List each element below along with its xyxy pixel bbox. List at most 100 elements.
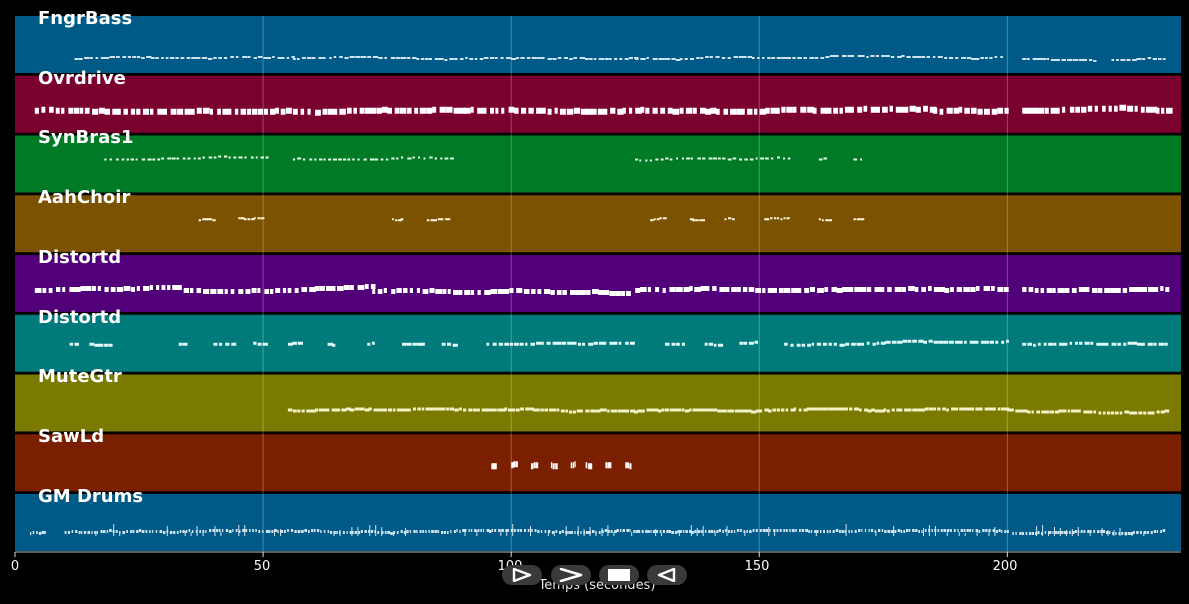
midi-note bbox=[498, 529, 500, 532]
midi-note bbox=[764, 408, 770, 412]
midi-note bbox=[979, 407, 983, 411]
midi-note bbox=[131, 287, 135, 292]
midi-note bbox=[696, 57, 700, 59]
midi-note bbox=[695, 219, 699, 222]
drum-hit bbox=[357, 527, 359, 536]
midi-note bbox=[421, 407, 425, 411]
midi-note bbox=[42, 288, 47, 293]
stop-button[interactable] bbox=[599, 565, 639, 585]
fast-forward-button[interactable] bbox=[551, 565, 591, 585]
play-button[interactable] bbox=[502, 565, 542, 585]
midi-note bbox=[807, 343, 811, 347]
midi-note bbox=[853, 407, 859, 411]
midi-note bbox=[947, 529, 950, 532]
midi-note bbox=[832, 530, 835, 533]
midi-note bbox=[104, 343, 108, 347]
midi-note bbox=[346, 407, 352, 411]
midi-note bbox=[139, 529, 142, 532]
midi-note bbox=[301, 530, 304, 533]
midi-note bbox=[872, 342, 876, 346]
drum-hit bbox=[274, 529, 275, 536]
midi-note bbox=[141, 57, 145, 59]
midi-note bbox=[810, 530, 813, 533]
midi-note bbox=[329, 57, 332, 59]
midi-note bbox=[1084, 287, 1090, 292]
midi-note bbox=[736, 529, 739, 532]
midi-note bbox=[199, 530, 201, 533]
midi-note bbox=[805, 529, 808, 532]
track-label: SawLd bbox=[38, 426, 105, 447]
rewind-button[interactable] bbox=[647, 565, 687, 585]
drum-hit bbox=[601, 528, 603, 536]
midi-note bbox=[801, 529, 805, 532]
midi-note bbox=[1067, 409, 1070, 413]
drum-hit bbox=[381, 527, 383, 536]
midi-note bbox=[1164, 342, 1168, 346]
midi-note bbox=[255, 529, 257, 532]
midi-note bbox=[635, 58, 639, 60]
midi-note bbox=[333, 56, 337, 58]
midi-note bbox=[764, 218, 768, 221]
midi-note bbox=[378, 408, 384, 412]
midi-note bbox=[109, 158, 112, 161]
midi-note bbox=[398, 219, 402, 222]
midi-note bbox=[1093, 60, 1097, 62]
midi-note bbox=[759, 108, 766, 115]
midi-note bbox=[585, 409, 590, 413]
drum-hit bbox=[928, 525, 930, 536]
midi-note bbox=[1015, 409, 1020, 413]
midi-note bbox=[513, 342, 519, 346]
midi-note bbox=[1044, 410, 1050, 414]
midi-note bbox=[1132, 341, 1138, 345]
midi-note bbox=[374, 158, 379, 161]
midi-note bbox=[783, 529, 786, 532]
midi-note bbox=[772, 408, 777, 412]
midi-note bbox=[1041, 410, 1047, 414]
track-band bbox=[15, 374, 1181, 432]
midi-note bbox=[762, 288, 766, 293]
midi-note bbox=[250, 156, 254, 159]
midi-note bbox=[209, 218, 213, 221]
midi-note bbox=[839, 107, 843, 114]
midi-note bbox=[1040, 288, 1045, 293]
midi-note bbox=[882, 106, 888, 113]
midi-note bbox=[704, 342, 708, 346]
midi-note bbox=[915, 529, 918, 532]
midi-note bbox=[894, 287, 902, 292]
midi-note bbox=[360, 56, 367, 58]
midi-note bbox=[607, 530, 610, 533]
midi-note bbox=[357, 158, 360, 161]
midi-note bbox=[582, 342, 585, 346]
midi-note bbox=[625, 409, 630, 413]
drum-hit bbox=[512, 524, 514, 536]
midi-note bbox=[743, 409, 748, 413]
midi-note bbox=[919, 408, 925, 412]
midi-note bbox=[939, 108, 944, 115]
midi-note bbox=[880, 287, 885, 292]
midi-note bbox=[946, 107, 953, 114]
midi-note bbox=[598, 58, 605, 60]
midi-note bbox=[610, 409, 615, 413]
midi-note bbox=[34, 107, 39, 114]
drum-hit bbox=[166, 526, 168, 536]
midi-note bbox=[1097, 530, 1100, 533]
midi-note bbox=[595, 531, 597, 534]
midi-note bbox=[333, 108, 338, 115]
midi-note bbox=[1092, 288, 1098, 293]
midi-note bbox=[676, 157, 678, 160]
midi-note bbox=[958, 106, 963, 113]
midi-note bbox=[971, 58, 977, 60]
midi-note bbox=[372, 289, 376, 294]
midi-note bbox=[482, 107, 487, 114]
midi-note bbox=[589, 463, 593, 470]
midi-note bbox=[1037, 342, 1041, 346]
midi-note bbox=[1083, 530, 1086, 533]
midi-note bbox=[557, 57, 562, 59]
midi-note bbox=[81, 531, 83, 534]
midi-note bbox=[1110, 288, 1116, 293]
midi-note bbox=[263, 57, 269, 59]
midi-note bbox=[906, 529, 909, 532]
midi-note bbox=[943, 340, 949, 344]
midi-note bbox=[519, 342, 524, 346]
midi-note bbox=[385, 158, 389, 161]
